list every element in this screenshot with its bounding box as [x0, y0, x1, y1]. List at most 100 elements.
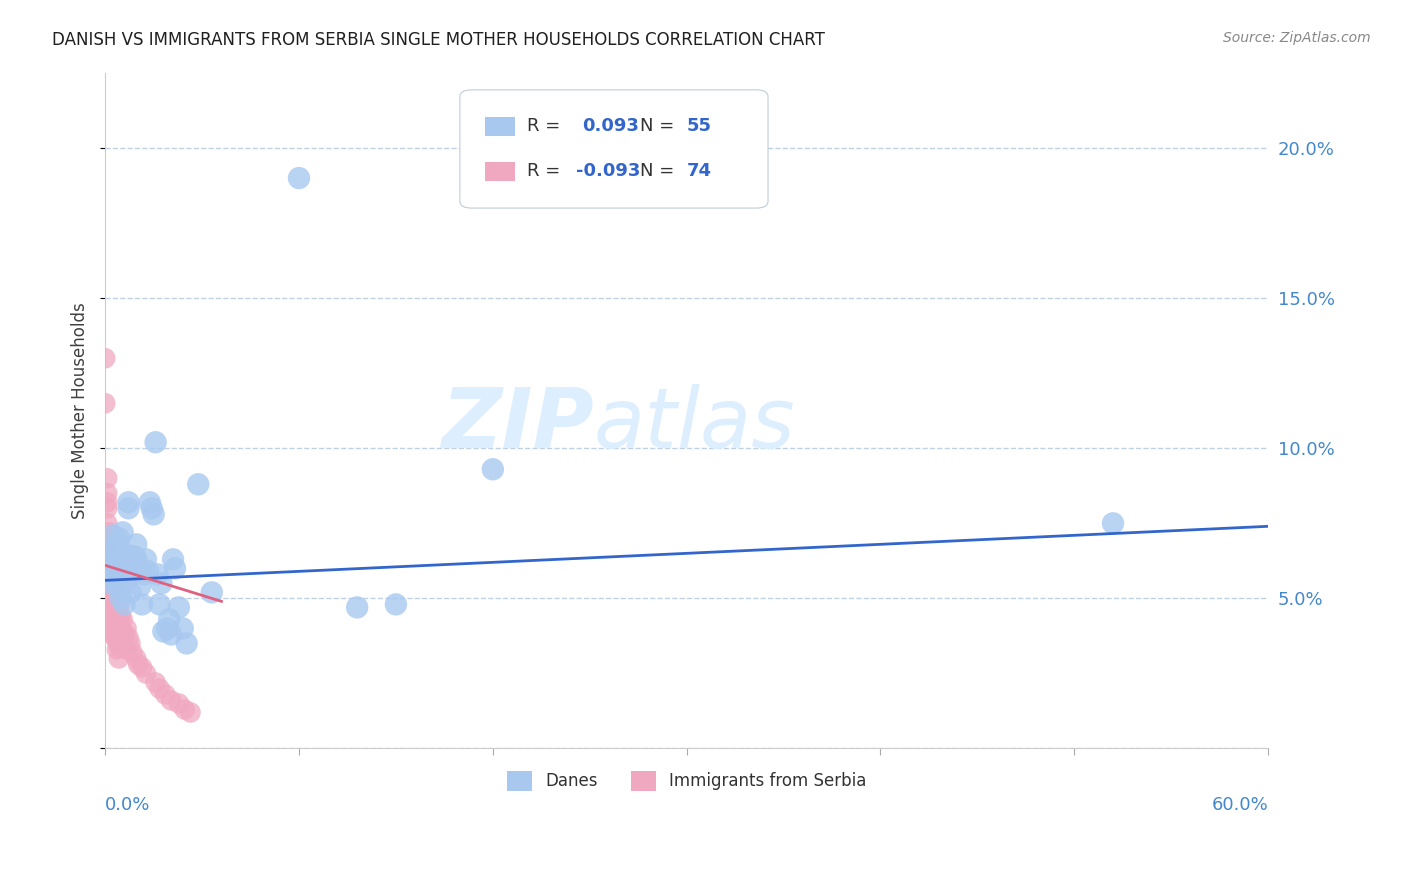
Point — [104, 576, 127, 591]
Point — [148, 598, 170, 612]
Point — [104, 631, 127, 645]
Point — [131, 598, 153, 612]
Point — [94, 396, 117, 410]
Legend: Danes, Immigrants from Serbia: Danes, Immigrants from Serbia — [501, 764, 873, 797]
Point — [111, 633, 134, 648]
Point — [101, 591, 124, 606]
Point — [105, 612, 128, 626]
Point — [101, 574, 124, 588]
Point — [104, 607, 127, 621]
Point — [101, 585, 124, 599]
Point — [117, 631, 139, 645]
Point — [104, 555, 127, 569]
Point — [101, 615, 124, 630]
Point — [127, 657, 149, 672]
Point — [101, 567, 124, 582]
Point — [107, 612, 129, 626]
Point — [98, 525, 121, 540]
Point — [110, 621, 132, 635]
Point — [104, 624, 127, 639]
Point — [157, 612, 180, 626]
Point — [173, 702, 195, 716]
Text: DANISH VS IMMIGRANTS FROM SERBIA SINGLE MOTHER HOUSEHOLDS CORRELATION CHART: DANISH VS IMMIGRANTS FROM SERBIA SINGLE … — [52, 31, 825, 49]
Point — [155, 688, 177, 702]
Text: R =: R = — [527, 117, 572, 135]
Text: Source: ZipAtlas.com: Source: ZipAtlas.com — [1223, 31, 1371, 45]
Point — [104, 591, 127, 606]
Point — [111, 624, 134, 639]
Point — [1102, 516, 1125, 531]
Point — [100, 570, 122, 584]
Point — [96, 486, 118, 500]
Point — [105, 642, 128, 657]
Point — [115, 621, 138, 635]
Point — [98, 570, 121, 584]
Point — [115, 642, 138, 657]
Point — [100, 609, 122, 624]
Point — [100, 561, 122, 575]
Text: 0.0%: 0.0% — [105, 796, 150, 814]
Point — [482, 462, 505, 476]
Point — [110, 582, 132, 597]
Point — [172, 621, 194, 635]
Point — [101, 528, 124, 542]
Point — [117, 501, 139, 516]
Point — [129, 579, 152, 593]
Point — [101, 607, 124, 621]
Point — [111, 525, 134, 540]
Point — [96, 552, 118, 566]
Point — [105, 598, 128, 612]
Point — [120, 636, 142, 650]
Point — [152, 624, 174, 639]
Point — [110, 640, 132, 654]
Point — [98, 567, 121, 582]
Point — [96, 501, 118, 516]
Text: 55: 55 — [686, 117, 711, 135]
Point — [141, 501, 163, 516]
Point — [96, 495, 118, 509]
Point — [105, 537, 128, 551]
Point — [146, 567, 169, 582]
FancyBboxPatch shape — [460, 90, 768, 208]
Point — [110, 609, 132, 624]
Point — [107, 567, 129, 582]
Point — [107, 631, 129, 645]
Point — [124, 552, 146, 566]
Point — [98, 552, 121, 566]
Point — [101, 627, 124, 641]
Point — [121, 549, 143, 564]
Point — [98, 537, 121, 551]
Point — [107, 640, 129, 654]
Point — [114, 627, 136, 641]
Point — [160, 627, 183, 641]
Point — [131, 660, 153, 674]
Point — [100, 585, 122, 599]
Point — [124, 549, 146, 564]
Point — [148, 681, 170, 696]
Point — [150, 576, 173, 591]
Point — [105, 585, 128, 599]
Point — [187, 477, 209, 491]
Point — [104, 546, 127, 560]
Point — [121, 645, 143, 659]
Point — [117, 495, 139, 509]
Text: N =: N = — [640, 162, 681, 180]
Y-axis label: Single Mother Households: Single Mother Households — [72, 302, 89, 519]
Point — [385, 598, 408, 612]
Point — [142, 508, 165, 522]
Point — [139, 495, 162, 509]
Point — [101, 621, 124, 635]
Point — [120, 585, 142, 599]
Point — [114, 598, 136, 612]
Point — [107, 600, 129, 615]
Point — [132, 567, 155, 582]
Point — [162, 552, 184, 566]
Point — [101, 561, 124, 575]
Point — [346, 600, 368, 615]
FancyBboxPatch shape — [485, 162, 515, 181]
Point — [98, 546, 121, 560]
Point — [167, 697, 190, 711]
Point — [179, 706, 201, 720]
Text: 74: 74 — [686, 162, 711, 180]
FancyBboxPatch shape — [485, 117, 515, 136]
